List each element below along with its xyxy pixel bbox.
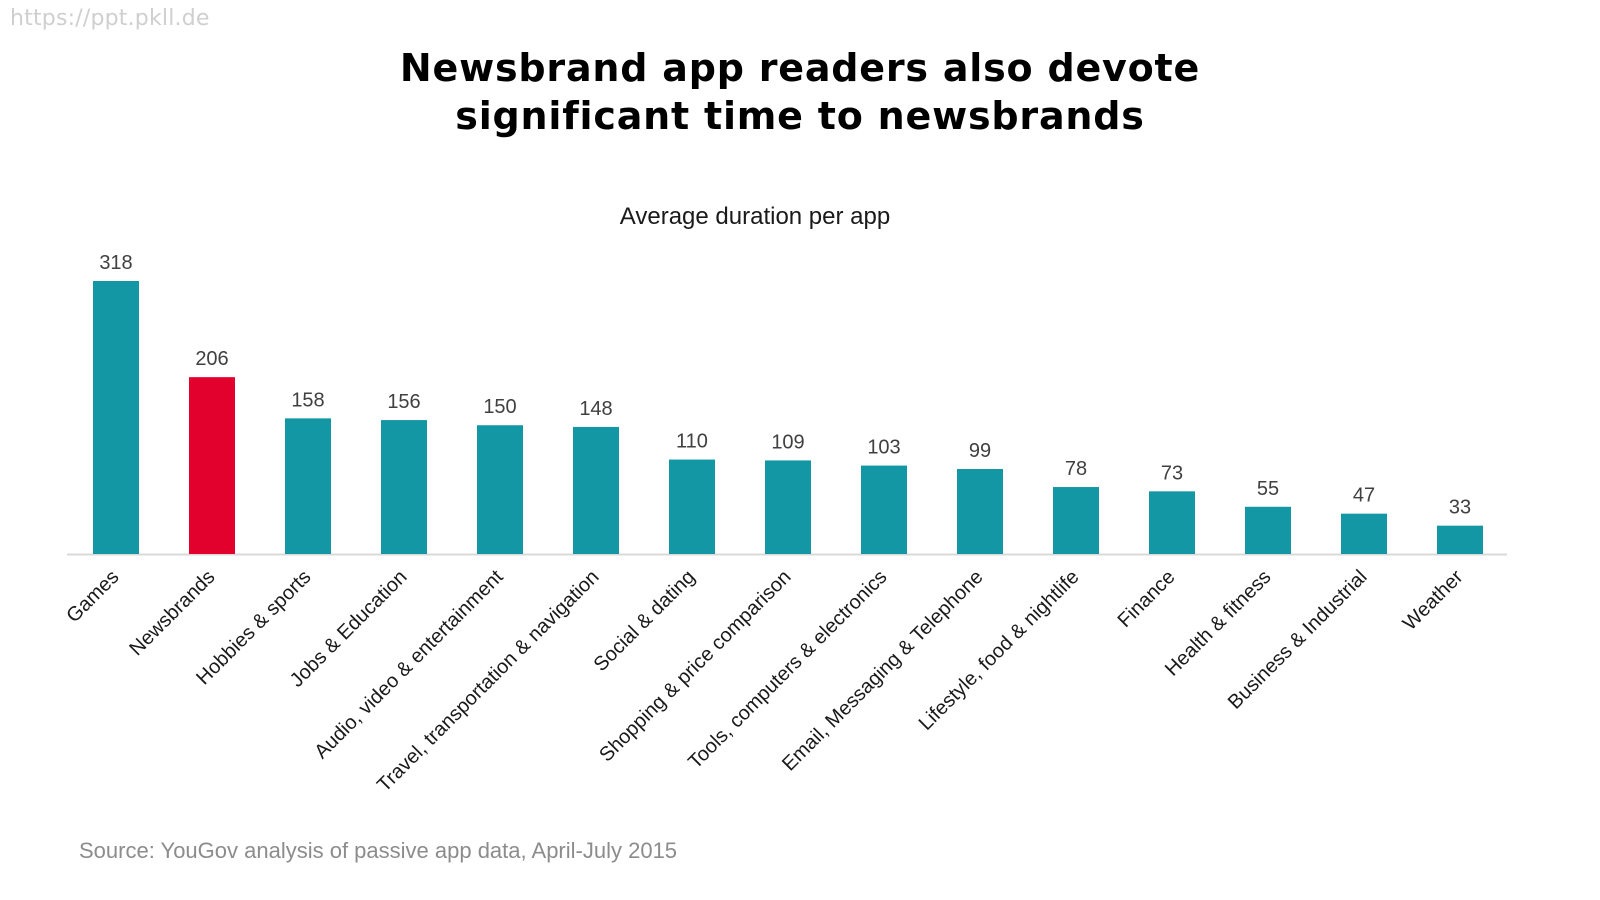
- tick-label-finance: Finance: [1114, 566, 1180, 632]
- bar-social-and-dating: [669, 459, 715, 554]
- bar-lifestyle-food-and-nightlife: [1053, 487, 1099, 554]
- data-label-email-messaging-and-telephone: 99: [969, 440, 991, 462]
- data-label-social-and-dating: 110: [676, 431, 708, 453]
- tick-label-email-messaging-and-telephone: Email, Messaging & Telephone: [778, 566, 987, 775]
- tick-label-social-and-dating: Social & dating: [590, 566, 700, 676]
- data-label-finance: 73: [1161, 462, 1183, 484]
- data-label-weather: 33: [1449, 497, 1471, 519]
- data-label-health-and-fitness: 55: [1257, 478, 1279, 500]
- slide-title-line-1: Newsbrand app readers also devote: [399, 46, 1201, 90]
- tick-label-audio-video-and-entertainment: Audio, video & entertainment: [310, 566, 507, 763]
- watermark-url: https://ppt.pkll.de: [10, 6, 210, 31]
- chart-title: Average duration per app: [619, 203, 891, 230]
- bar-travel-transportation-and-navigation: [573, 426, 619, 554]
- bar-games: [93, 281, 139, 554]
- slide-title: Newsbrand app readers also devote signif…: [0, 44, 1600, 140]
- data-label-travel-transportation-and-navigation: 148: [579, 398, 612, 420]
- bar-shopping-and-price-comparison: [765, 460, 811, 554]
- bar-finance: [1149, 491, 1195, 554]
- data-label-lifestyle-food-and-nightlife: 78: [1065, 458, 1087, 480]
- source-note: Source: YouGov analysis of passive app d…: [79, 838, 678, 863]
- data-label-newsbrands: 206: [195, 348, 228, 370]
- bar-business-and-industrial: [1341, 513, 1387, 554]
- bar-weather: [1437, 525, 1483, 554]
- data-label-jobs-and-education: 156: [387, 391, 420, 413]
- data-label-business-and-industrial: 47: [1353, 485, 1375, 507]
- bar-hobbies-and-sports: [285, 418, 331, 554]
- bar-health-and-fitness: [1245, 506, 1291, 554]
- bar-email-messaging-and-telephone: [957, 469, 1003, 554]
- tick-label-tools-computers-and-electronics: Tools, computers & electronics: [684, 566, 891, 773]
- bar-jobs-and-education: [381, 420, 427, 554]
- data-label-games: 318: [99, 252, 132, 274]
- data-label-shopping-and-price-comparison: 109: [771, 431, 804, 453]
- bar-tools-computers-and-electronics: [861, 465, 907, 554]
- slide-title-line-2: significant time to newsbrands: [455, 94, 1145, 138]
- tick-label-weather: Weather: [1399, 566, 1468, 635]
- data-label-audio-video-and-entertainment: 150: [483, 396, 516, 418]
- data-label-tools-computers-and-electronics: 103: [867, 437, 900, 459]
- tick-label-newsbrands: Newsbrands: [125, 566, 219, 660]
- bar-newsbrands: [189, 377, 235, 554]
- tick-label-lifestyle-food-and-nightlife: Lifestyle, food & nightlife: [915, 566, 1084, 735]
- data-label-hobbies-and-sports: 158: [291, 389, 324, 411]
- tick-label-shopping-and-price-comparison: Shopping & price comparison: [595, 566, 795, 766]
- bar-audio-video-and-entertainment: [477, 425, 523, 554]
- tick-label-games: Games: [62, 566, 123, 627]
